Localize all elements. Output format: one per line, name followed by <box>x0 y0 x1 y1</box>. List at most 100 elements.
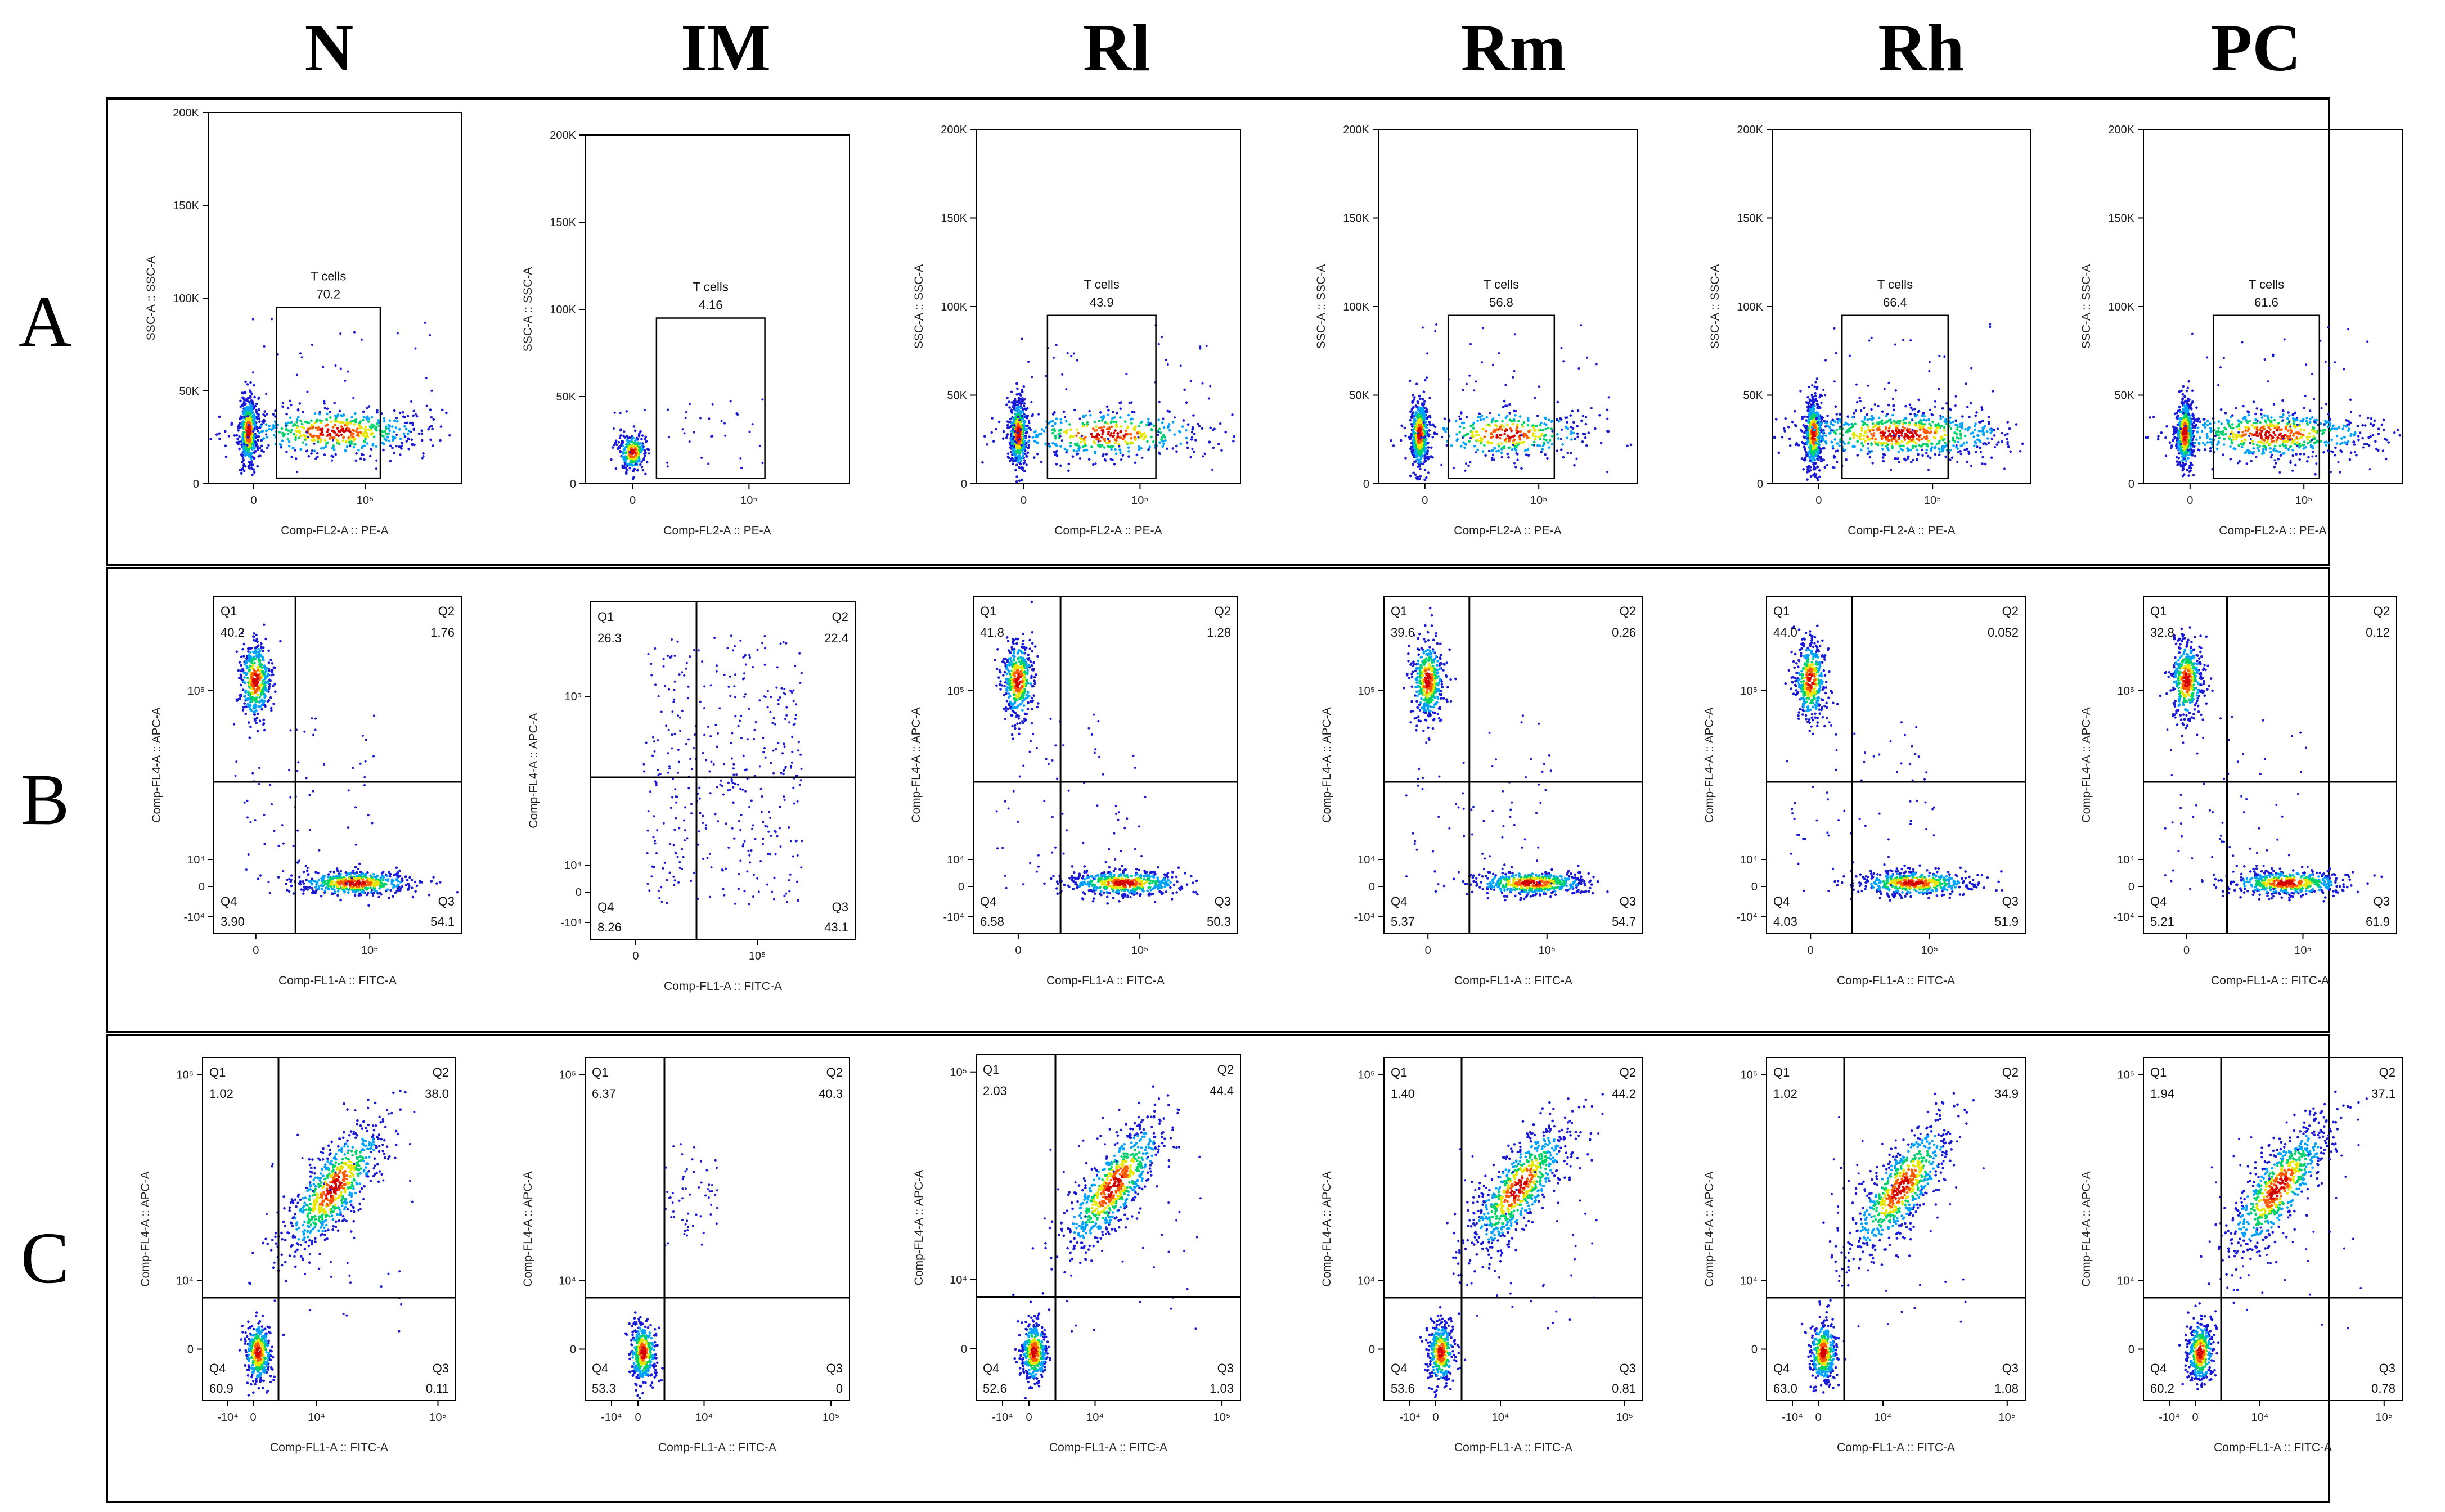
plot-area <box>1383 1057 1643 1401</box>
q2-value: 1.76 <box>430 626 455 640</box>
x-tick-label: 0 <box>2192 1411 2198 1424</box>
column-header-rm: Rm <box>1461 10 1566 85</box>
q4-label: Q4 <box>2150 894 2167 908</box>
x-axis-label: Comp-FL1-A :: FITC-A <box>278 974 397 987</box>
x-tick-label: 10⁵ <box>1616 1411 1634 1424</box>
x-tick-label: 0 <box>253 944 259 957</box>
x-axis-label: Comp-FL1-A :: FITC-A <box>664 980 782 993</box>
y-tick-label: 0 <box>199 881 205 893</box>
row-frame-c <box>106 1034 2330 1503</box>
x-axis-label: Comp-FL2-A :: PE-A <box>281 524 388 537</box>
q2-label: Q2 <box>2002 604 2019 618</box>
gate-name: T cells <box>2249 277 2284 291</box>
q4-value: 60.2 <box>2150 1382 2174 1396</box>
sparse-events <box>1043 1108 1202 1333</box>
y-tick-label: 50K <box>947 390 967 402</box>
row-label-a: A <box>19 281 71 362</box>
q1-label: Q1 <box>1391 604 1407 618</box>
sparse-events <box>1831 1113 1985 1328</box>
y-tick-label: -10⁴ <box>561 917 582 929</box>
x-tick-label: 10⁴ <box>308 1411 325 1424</box>
x-tick-label: 0 <box>1808 944 1814 957</box>
tcell-gate <box>655 317 766 479</box>
q3-label: Q3 <box>2002 1361 2019 1375</box>
q2-value: 34.9 <box>1994 1087 2019 1101</box>
gate-percent: 70.2 <box>316 287 340 302</box>
q2-value: 44.2 <box>1612 1087 1636 1101</box>
y-tick-label: 0 <box>1369 1344 1375 1356</box>
q1-label: Q1 <box>980 604 996 618</box>
q3-value: 61.9 <box>2366 915 2390 929</box>
x-axis-label: Comp-FL2-A :: PE-A <box>1454 524 1561 537</box>
x-tick-label: 0 <box>2183 944 2190 957</box>
y-axis-label: Comp-FL4-A :: APC-A <box>910 707 923 822</box>
q4-value: 6.58 <box>980 915 1004 929</box>
q3-label: Q3 <box>1620 1361 1636 1375</box>
y-axis-label: Comp-FL4-A :: APC-A <box>1703 707 1716 822</box>
sparse-events <box>266 1109 416 1333</box>
x-axis-label: Comp-FL2-A :: PE-A <box>1054 524 1162 537</box>
q1-label: Q1 <box>1391 1065 1407 1079</box>
x-tick-label: 10⁴ <box>1492 1411 1509 1424</box>
q2-population <box>1012 1085 1181 1297</box>
x-tick-label: 10⁵ <box>1921 944 1939 957</box>
q3-label: Q3 <box>1217 1361 1234 1375</box>
negative-population <box>610 410 650 480</box>
y-tick-label: 0 <box>1751 1344 1758 1356</box>
x-axis-label: Comp-FL1-A :: FITC-A <box>1049 1441 1167 1454</box>
y-tick-label: 200K <box>1343 124 1369 136</box>
x-axis-label: Comp-FL2-A :: PE-A <box>663 524 771 537</box>
q4-label: Q4 <box>980 894 996 908</box>
tcell-population <box>1390 399 1633 470</box>
gate-name: T cells <box>1084 277 1120 291</box>
q2-value: 37.1 <box>2371 1087 2395 1101</box>
q1-value: 1.40 <box>1391 1087 1415 1101</box>
tcell-gate <box>1841 314 1949 479</box>
q1-value: 39.6 <box>1391 626 1415 640</box>
x-tick-label: -10⁴ <box>217 1411 239 1424</box>
y-tick-label: -10⁴ <box>943 911 965 924</box>
x-tick-label: 0 <box>2187 494 2193 507</box>
tcell-gate <box>1046 314 1157 479</box>
q3-label: Q3 <box>826 1361 843 1375</box>
x-tick-label: 0 <box>1026 1411 1032 1424</box>
q2-value: 0.12 <box>2366 626 2390 640</box>
q1-population <box>235 623 282 739</box>
q1-value: 44.0 <box>1773 626 1797 640</box>
gate-percent: 56.8 <box>1489 295 1513 309</box>
q3-label: Q3 <box>433 1361 449 1375</box>
q1-value: 1.02 <box>1773 1087 1797 1101</box>
q4-value: 5.37 <box>1391 915 1415 929</box>
x-axis-label: Comp-FL1-A :: FITC-A <box>2214 1441 2332 1454</box>
q1-label: Q1 <box>221 604 237 618</box>
y-tick-label: 0 <box>1363 478 1369 490</box>
q4-population <box>2178 1302 2220 1390</box>
y-axis-label: Comp-FL4-A :: APC-A <box>913 1170 925 1285</box>
y-tick-label: 10⁴ <box>1358 854 1375 866</box>
y-tick-label: 10⁴ <box>2117 854 2134 866</box>
column-header-rl: Rl <box>1083 10 1150 85</box>
plot-area <box>590 601 856 940</box>
q3-value: 0.11 <box>426 1382 449 1396</box>
sparse-events <box>1417 323 1610 474</box>
y-tick-label: 50K <box>179 385 199 398</box>
y-tick-label: 150K <box>2108 213 2134 225</box>
x-axis-label: Comp-FL1-A :: FITC-A <box>1837 1441 1955 1454</box>
x-tick-label: 10⁵ <box>823 1411 840 1424</box>
q2-population <box>2200 1090 2368 1304</box>
y-tick-label: 0 <box>1751 881 1758 893</box>
y-tick-label: 10⁵ <box>1358 685 1375 698</box>
y-tick-label: 10⁴ <box>2117 1275 2134 1288</box>
q1-value: 40.2 <box>221 626 245 640</box>
y-tick-label: 0 <box>961 1343 967 1356</box>
q4-label: Q4 <box>1773 1361 1790 1375</box>
x-tick-label: 10⁵ <box>2294 944 2312 957</box>
q4-value: 5.21 <box>2150 915 2174 929</box>
